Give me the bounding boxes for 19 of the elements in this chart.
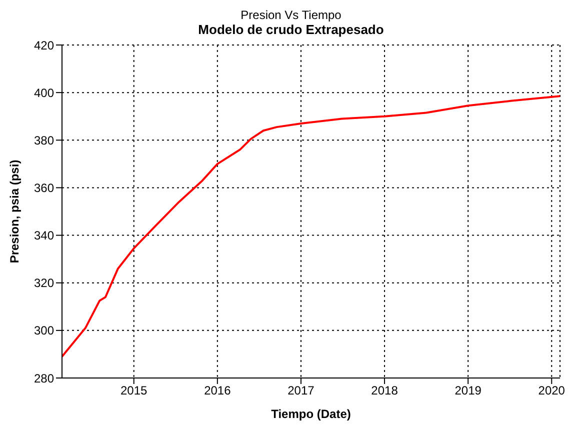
y-tick-label: 300 (34, 324, 54, 338)
x-axis-title: Tiempo (Date) (271, 407, 351, 421)
chart-title: Presion Vs Tiempo (240, 8, 342, 22)
x-tick-label: 2017 (288, 384, 315, 398)
y-tick-label: 360 (34, 180, 54, 195)
x-tick-label: 2015 (120, 384, 148, 398)
x-tick-label: 2018 (371, 384, 398, 398)
y-axis-title: Presion, psia (psi) (7, 160, 22, 264)
y-tick-label: 340 (34, 228, 54, 243)
y-tick-label: 380 (34, 133, 54, 148)
x-tick-label: 2016 (204, 384, 232, 398)
y-tick-label: 280 (34, 371, 54, 386)
x-tick-label: 2019 (454, 384, 482, 398)
y-tick-label: 320 (34, 276, 54, 290)
x-tick-label: 2020 (538, 384, 566, 398)
chart-subtitle: Modelo de crudo Extrapesado (197, 22, 385, 37)
line-series (62, 95, 560, 358)
y-tick-label: 400 (34, 86, 54, 100)
y-tick-label: 420 (34, 38, 54, 52)
